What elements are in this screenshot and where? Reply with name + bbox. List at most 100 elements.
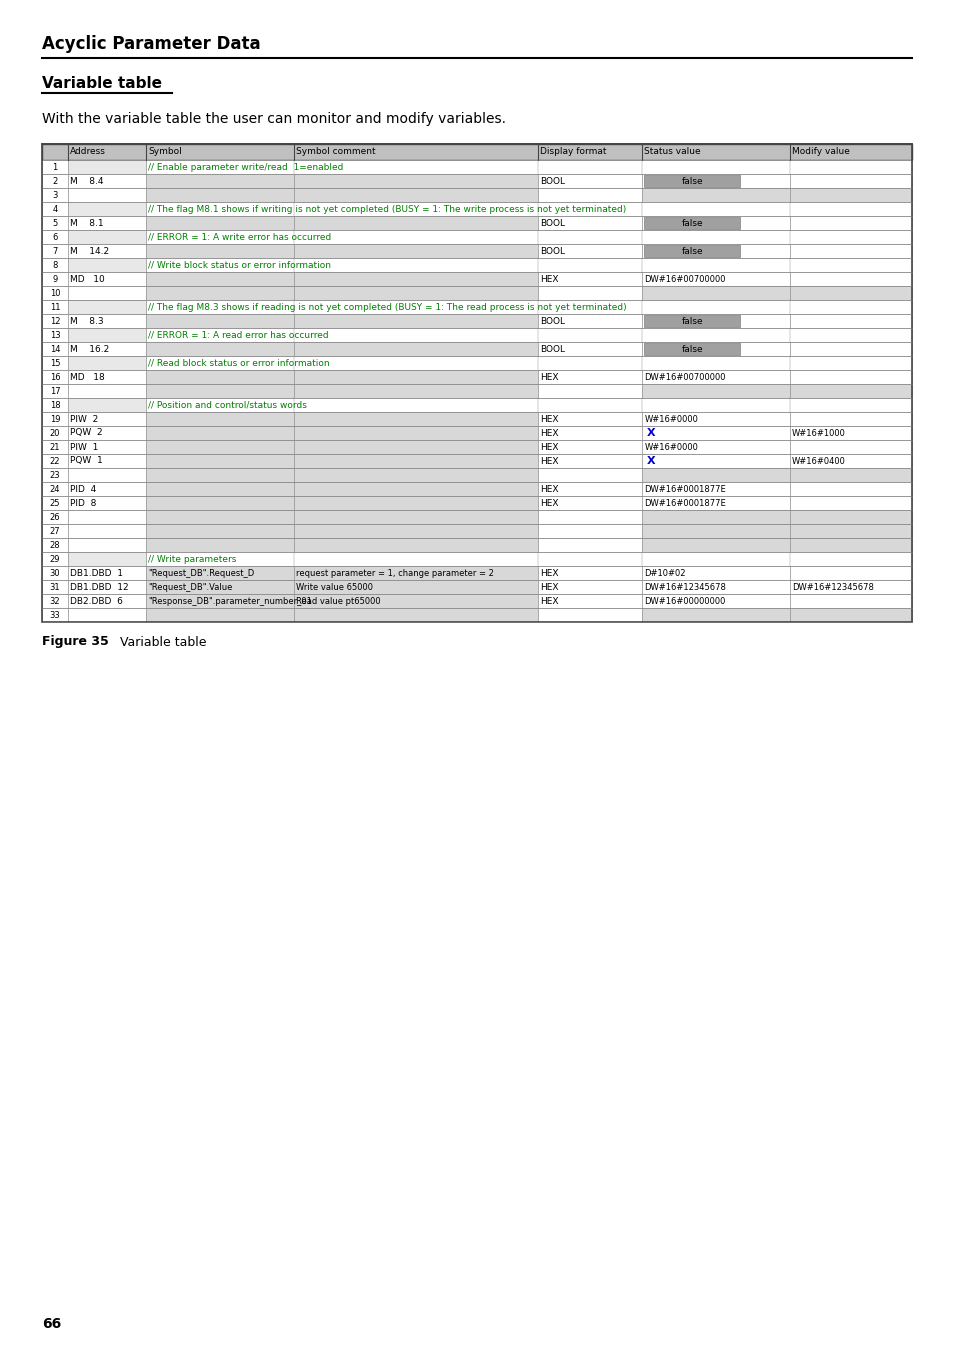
- Text: DB1.DBD  1: DB1.DBD 1: [70, 569, 123, 578]
- Bar: [146, 398, 911, 412]
- Text: M    16.2: M 16.2: [70, 344, 110, 353]
- Bar: [537, 286, 641, 301]
- Text: "Request_DB".Request_D: "Request_DB".Request_D: [149, 569, 254, 578]
- Bar: [68, 594, 146, 608]
- Text: 23: 23: [50, 470, 60, 479]
- Bar: [537, 454, 641, 468]
- Bar: [68, 356, 146, 370]
- Bar: [68, 370, 146, 385]
- Text: 22: 22: [50, 456, 60, 466]
- Bar: [537, 244, 641, 259]
- Bar: [42, 230, 68, 244]
- Text: 14: 14: [50, 344, 60, 353]
- Text: PID  8: PID 8: [70, 498, 96, 508]
- Text: // The flag M8.3 shows if reading is not yet completed (BUSY = 1: The read proce: // The flag M8.3 shows if reading is not…: [149, 302, 626, 311]
- Bar: [42, 175, 68, 188]
- Bar: [68, 454, 146, 468]
- Bar: [641, 524, 789, 538]
- Text: Symbol comment: Symbol comment: [296, 148, 375, 157]
- Text: 31: 31: [50, 582, 60, 592]
- Bar: [537, 314, 641, 328]
- Bar: [42, 370, 68, 385]
- Bar: [42, 552, 68, 566]
- Text: W#16#0000: W#16#0000: [643, 414, 698, 424]
- Text: With the variable table the user can monitor and modify variables.: With the variable table the user can mon…: [42, 112, 505, 126]
- Text: false: false: [680, 317, 702, 325]
- Bar: [294, 412, 537, 427]
- Bar: [146, 217, 294, 230]
- Bar: [294, 244, 537, 259]
- Text: HEX: HEX: [539, 443, 558, 451]
- Text: M    8.3: M 8.3: [70, 317, 104, 325]
- Bar: [537, 412, 641, 427]
- Bar: [537, 343, 641, 356]
- Bar: [294, 454, 537, 468]
- Bar: [146, 440, 294, 454]
- Bar: [789, 538, 911, 552]
- Text: M    14.2: M 14.2: [70, 246, 109, 256]
- Text: request parameter = 1, change parameter = 2: request parameter = 1, change parameter …: [296, 569, 494, 578]
- Text: MD   10: MD 10: [70, 275, 105, 283]
- Bar: [146, 314, 294, 328]
- Text: 66: 66: [42, 1317, 61, 1331]
- Bar: [643, 315, 740, 328]
- Bar: [294, 175, 537, 188]
- Text: BOOL: BOOL: [539, 176, 564, 185]
- Text: 29: 29: [50, 555, 60, 563]
- Bar: [68, 286, 146, 301]
- Bar: [537, 566, 641, 580]
- Bar: [68, 566, 146, 580]
- Bar: [789, 427, 911, 440]
- Text: 20: 20: [50, 428, 60, 437]
- Bar: [294, 496, 537, 510]
- Text: // ERROR = 1: A read error has occurred: // ERROR = 1: A read error has occurred: [149, 330, 329, 340]
- Bar: [789, 440, 911, 454]
- Text: // Write parameters: // Write parameters: [149, 555, 236, 563]
- Text: 5: 5: [52, 218, 57, 227]
- Text: 18: 18: [50, 401, 60, 409]
- Bar: [146, 594, 294, 608]
- Bar: [789, 412, 911, 427]
- Bar: [537, 538, 641, 552]
- Bar: [68, 259, 146, 272]
- Text: 26: 26: [50, 513, 60, 521]
- Bar: [537, 217, 641, 230]
- Text: W#16#0000: W#16#0000: [643, 443, 698, 451]
- Bar: [146, 566, 294, 580]
- Text: DW#16#00700000: DW#16#00700000: [643, 275, 725, 283]
- Bar: [537, 370, 641, 385]
- Bar: [68, 230, 146, 244]
- Text: 1: 1: [52, 162, 57, 172]
- Bar: [146, 482, 294, 496]
- Text: 27: 27: [50, 527, 60, 535]
- Bar: [68, 427, 146, 440]
- Bar: [789, 524, 911, 538]
- Bar: [294, 385, 537, 398]
- Bar: [641, 594, 789, 608]
- Bar: [42, 496, 68, 510]
- Bar: [537, 510, 641, 524]
- Bar: [42, 510, 68, 524]
- Bar: [42, 398, 68, 412]
- Bar: [294, 524, 537, 538]
- Bar: [537, 175, 641, 188]
- Bar: [643, 175, 740, 187]
- Text: Write value 65000: Write value 65000: [296, 582, 373, 592]
- Bar: [641, 482, 789, 496]
- Bar: [68, 217, 146, 230]
- Text: 13: 13: [50, 330, 60, 340]
- Bar: [68, 580, 146, 594]
- Bar: [42, 385, 68, 398]
- Bar: [68, 524, 146, 538]
- Bar: [68, 538, 146, 552]
- Text: HEX: HEX: [539, 456, 558, 466]
- Bar: [68, 440, 146, 454]
- Bar: [789, 314, 911, 328]
- Bar: [42, 160, 68, 175]
- Bar: [68, 343, 146, 356]
- Bar: [641, 496, 789, 510]
- Text: // Enable parameter write/read  1=enabled: // Enable parameter write/read 1=enabled: [149, 162, 343, 172]
- Text: 32: 32: [50, 597, 60, 605]
- Bar: [643, 245, 740, 257]
- Text: DW#16#00000000: DW#16#00000000: [643, 597, 725, 605]
